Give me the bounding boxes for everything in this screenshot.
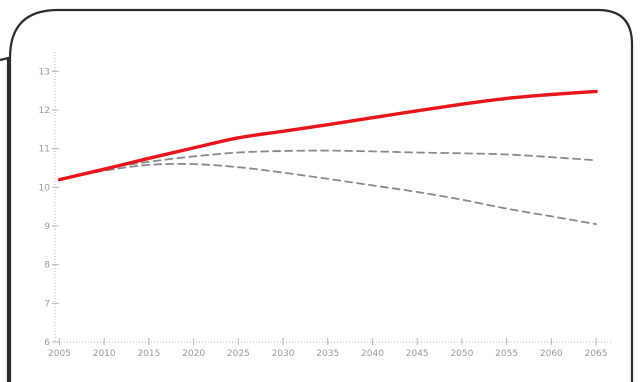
tick-labels: 6 7 8 9 10 11 12 13 2005 2010 2015 2020 2025 2030 2035…: [39, 67, 608, 359]
y-tick-label: 11: [39, 145, 50, 155]
axes: [52, 52, 613, 345]
x-tick-label: 2010: [93, 349, 116, 359]
x-tick-label: 2040: [361, 349, 384, 359]
x-tick-label: 2015: [137, 349, 160, 359]
series-line-2: [58, 149, 597, 181]
x-tick-label: 2055: [495, 349, 518, 359]
rounded-border: [8, 8, 634, 382]
y-tick-label: 10: [39, 183, 51, 193]
x-tick-label: 2005: [48, 349, 71, 359]
series-line-3: [58, 162, 597, 225]
series-line-1: [57, 89, 598, 182]
x-tick-label: 2060: [540, 349, 563, 359]
y-tick-label: 13: [39, 67, 50, 77]
y-tick-label: 9: [44, 222, 50, 232]
x-tick-label: 2065: [585, 349, 608, 359]
y-tick-label: 12: [39, 106, 50, 116]
x-tick-label: 2035: [316, 349, 339, 359]
x-tick-label: 2050: [450, 349, 473, 359]
y-tick-label: 7: [44, 299, 50, 309]
x-tick-label: 2025: [227, 349, 250, 359]
left-bracket-mark: [0, 56, 10, 382]
series-layer: [57, 89, 598, 225]
y-tick-label: 6: [44, 338, 50, 348]
x-tick-label: 2045: [406, 349, 429, 359]
x-tick-label: 2030: [272, 349, 295, 359]
y-tick-label: 8: [44, 261, 50, 271]
x-tick-label: 2020: [182, 349, 205, 359]
